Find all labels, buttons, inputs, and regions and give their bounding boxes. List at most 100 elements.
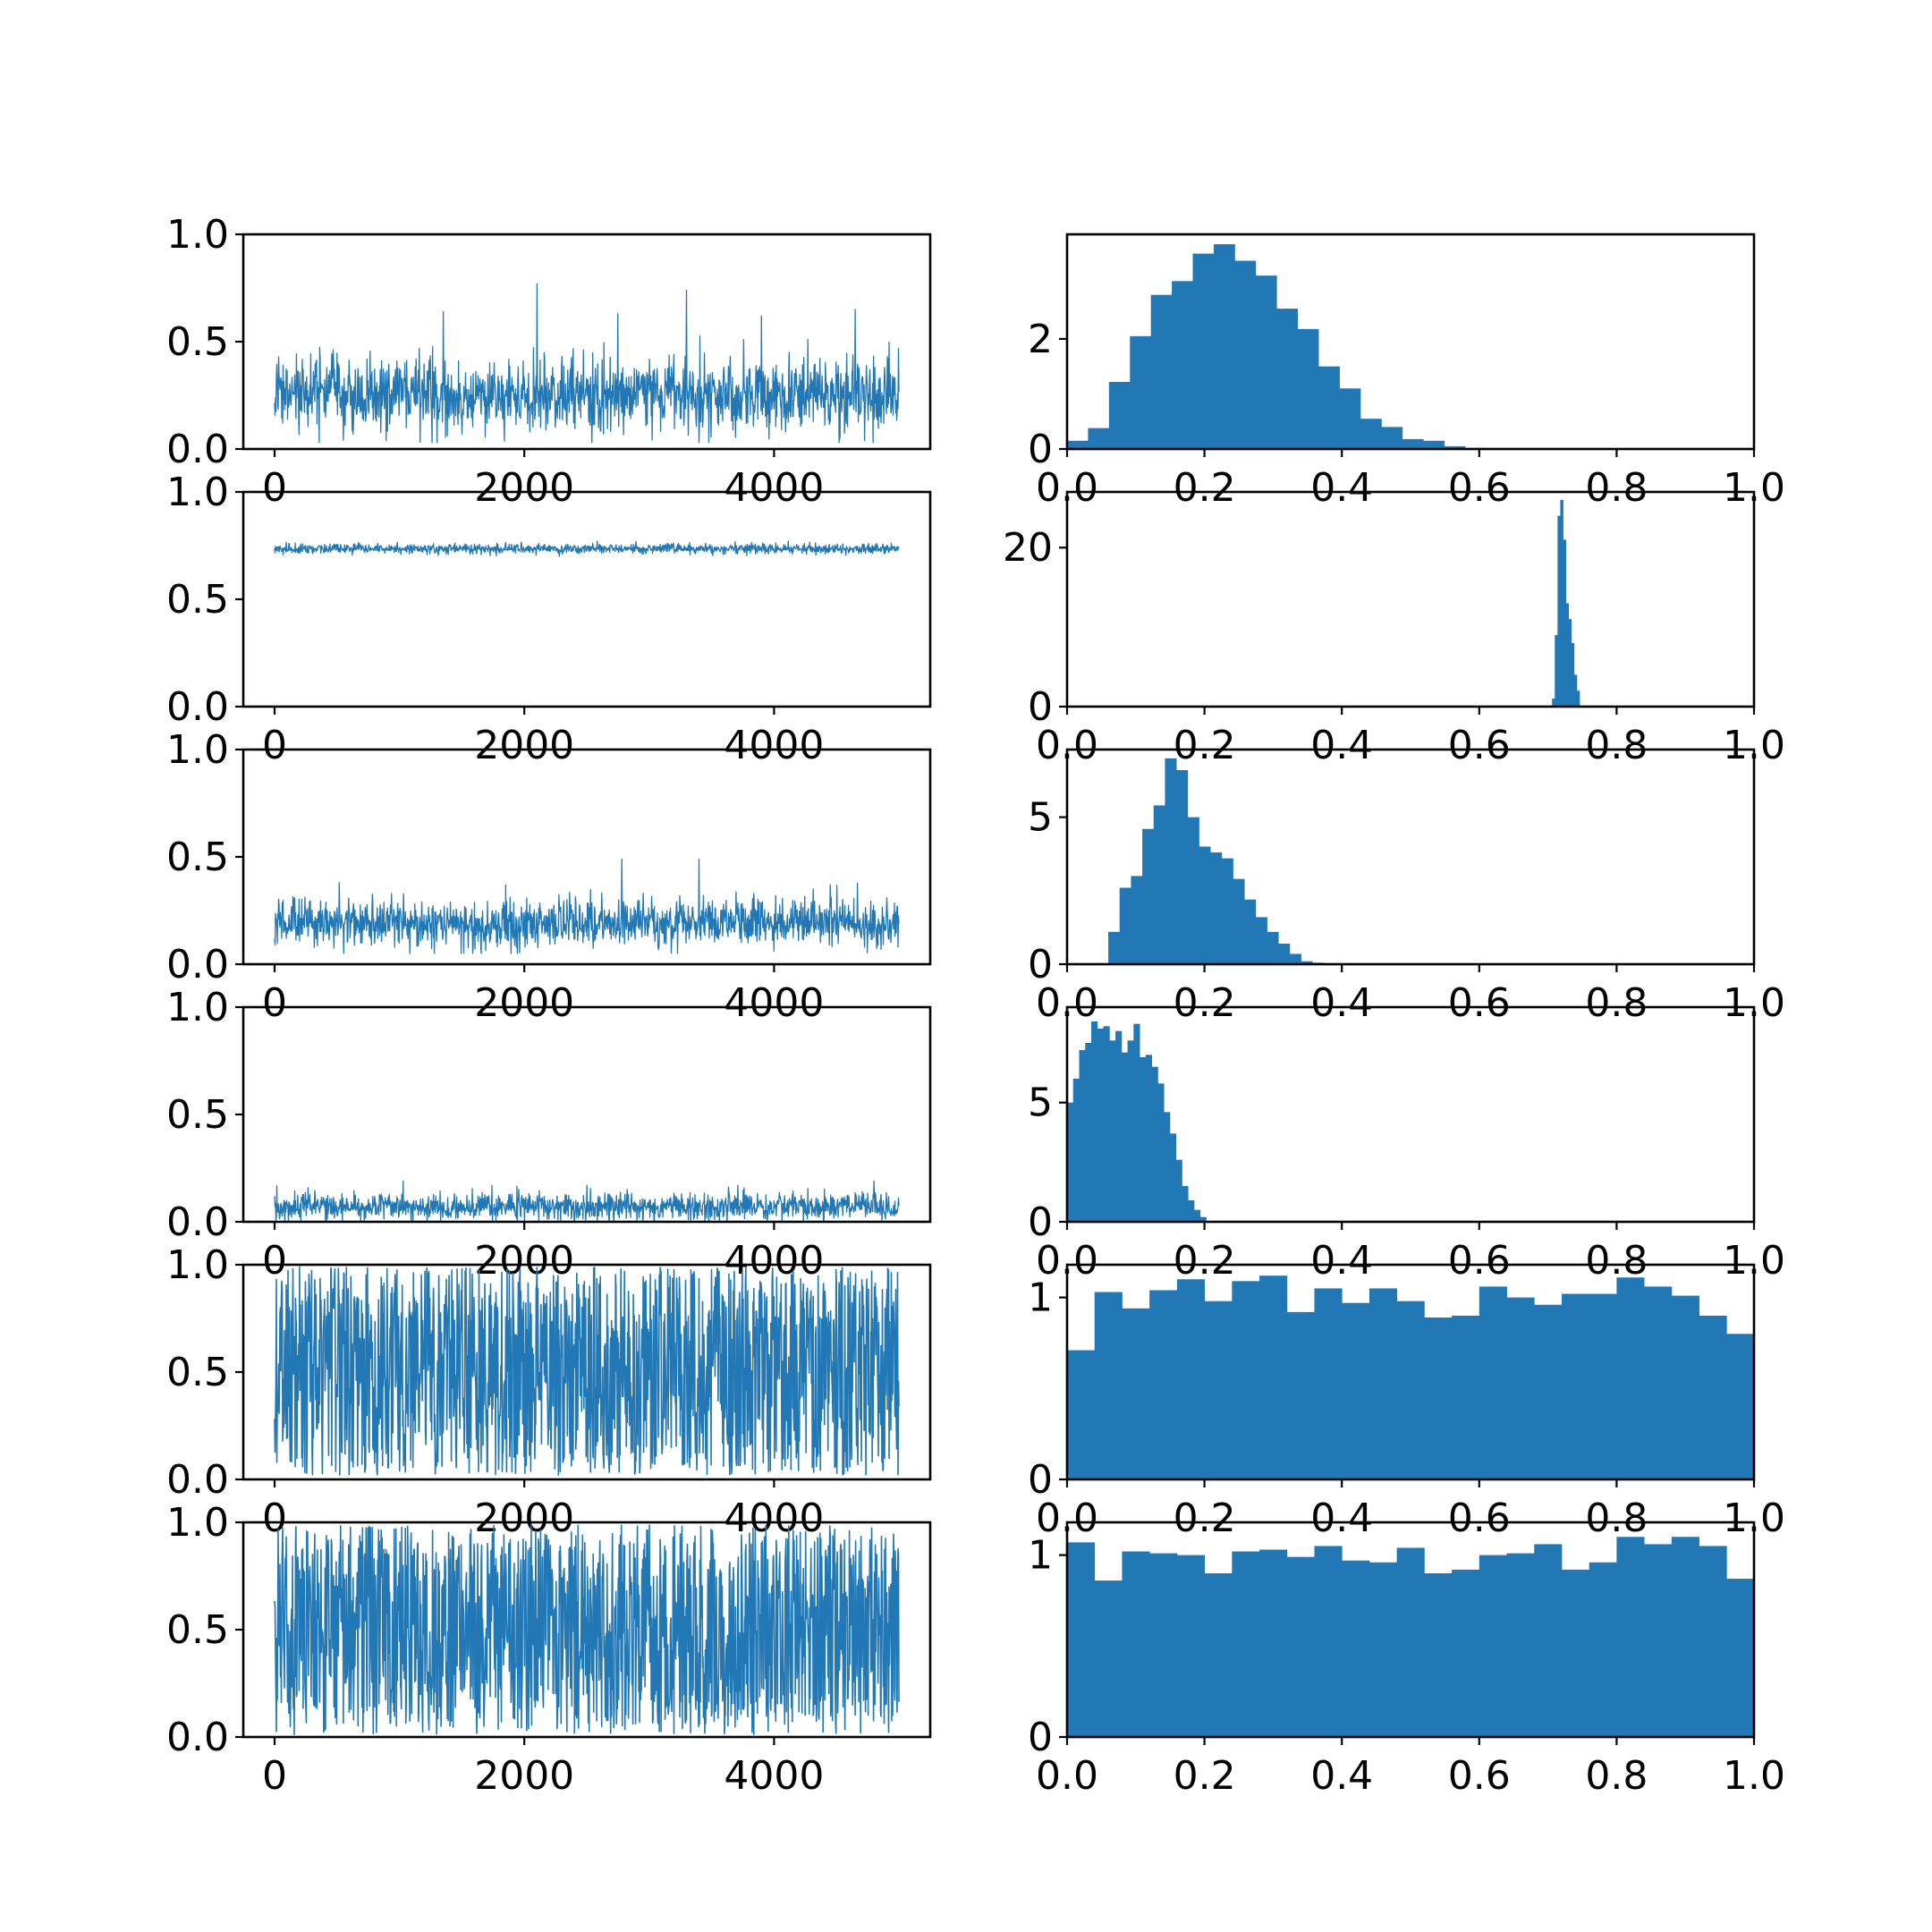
histogram-panel-6: 0 1 0.0 0.2 0.4 0.6 0.8 1.0 (1028, 1521, 1785, 1799)
histogram-bar (1122, 1551, 1150, 1737)
x-tick-label: 4000 (724, 1496, 824, 1541)
histogram-bar (1452, 1315, 1480, 1479)
histogram-bar (1067, 440, 1089, 449)
y-tick-label: 0.5 (166, 835, 229, 880)
x-tick-label: 0 (262, 1753, 287, 1799)
x-tick-label: 2000 (474, 1496, 574, 1541)
histogram-bar (1131, 876, 1143, 964)
histogram-bar (1368, 1288, 1398, 1479)
axes-frame (1065, 1263, 1756, 1481)
axes-frame (1065, 1521, 1756, 1739)
histogram-bar (1342, 1302, 1370, 1479)
histogram-bar (1671, 1537, 1699, 1737)
histogram-bar (1571, 642, 1575, 707)
histogram-bar (1342, 1560, 1370, 1737)
histogram-bar (1199, 846, 1211, 964)
x-tick-label: 0.6 (1448, 1238, 1511, 1284)
histogram-bar (1276, 309, 1299, 449)
histogram-bar (1297, 328, 1319, 449)
x-tick-label: 0.2 (1174, 1496, 1236, 1541)
x-tick-label: 0.4 (1310, 723, 1373, 768)
x-tick-label: 0.4 (1310, 1496, 1373, 1541)
x-tick-label: 0.8 (1585, 1238, 1648, 1284)
histogram-bar (1423, 440, 1445, 449)
histogram-bar (1565, 603, 1570, 707)
histogram-bar (1424, 1572, 1453, 1737)
histogram-bar (1176, 1555, 1205, 1737)
histogram-bar (1176, 1279, 1205, 1479)
histogram-bar (1145, 1055, 1153, 1222)
histogram-bar (1255, 917, 1267, 964)
histogram-bar (1153, 805, 1165, 964)
histogram-bar (1699, 1546, 1727, 1737)
histogram-bar (1204, 1572, 1233, 1737)
histogram-bar (1165, 758, 1177, 964)
histogram-bar (1115, 1030, 1123, 1222)
x-tick-label: 0 (262, 465, 287, 511)
histogram-bar (1576, 691, 1580, 707)
y-tick-label: 0.5 (166, 1350, 229, 1395)
y-tick-label: 0.5 (166, 1607, 229, 1653)
axes-frame (242, 233, 932, 451)
y-tick-label: 0.5 (166, 1092, 229, 1138)
histogram-bar (1318, 366, 1340, 449)
histogram-bar (1286, 1556, 1315, 1737)
histogram-bar (1452, 1569, 1480, 1737)
x-tick-label: 1.0 (1723, 1753, 1785, 1799)
axes-frame (1065, 748, 1756, 966)
x-tick-label: 0 (262, 723, 287, 768)
x-tick-label: 0.8 (1585, 723, 1648, 768)
histogram-bar (1210, 852, 1223, 964)
histogram-bar (1616, 1537, 1645, 1737)
x-tick-label: 0.2 (1174, 465, 1236, 511)
y-tick-label: 2 (1028, 317, 1053, 362)
trace-line (274, 1266, 900, 1476)
histogram-bar (1067, 1102, 1074, 1222)
x-tick-label: 0.6 (1448, 1496, 1511, 1541)
y-tick-label: 1.0 (166, 212, 229, 258)
histogram-bar (1402, 438, 1424, 449)
histogram-bar (1067, 1350, 1096, 1479)
y-tick-label: 0.0 (166, 427, 229, 472)
x-tick-label: 0.6 (1448, 723, 1511, 768)
x-tick-label: 4000 (724, 1753, 824, 1799)
y-tick-label: 5 (1028, 1080, 1053, 1126)
histogram-bar (1164, 1112, 1171, 1222)
histogram-bar (1289, 953, 1301, 964)
y-tick-label: 0.5 (166, 577, 229, 623)
histogram-panel-5: 010.0 0.2 0.4 0.6 0.8 1.0 (1028, 1263, 1785, 1541)
trace-panel-3: 0.0 0.5 1.0 0 2000 4000 (166, 727, 932, 1026)
axes-frame (1065, 490, 1756, 708)
x-tick-label: 0.4 (1310, 1753, 1373, 1799)
histogram-bar (1568, 619, 1572, 707)
y-tick-label: 20 (1003, 525, 1053, 571)
histogram-bar (1192, 253, 1215, 449)
histogram-bar (1175, 1159, 1182, 1222)
histogram-bar (1381, 427, 1403, 449)
histogram-bar (1616, 1277, 1645, 1479)
x-tick-label: 2000 (474, 980, 574, 1026)
y-tick-label: 0 (1028, 1199, 1053, 1245)
histogram-bar (1108, 381, 1131, 449)
x-tick-label: 0 (262, 1238, 287, 1284)
y-tick-label: 0.0 (166, 684, 229, 730)
histogram-bar (1314, 1546, 1343, 1737)
histogram-bar (1244, 899, 1257, 964)
histogram-bar (1221, 858, 1233, 964)
y-tick-label: 0 (1028, 427, 1053, 472)
histogram-bar (1085, 1043, 1092, 1222)
x-tick-label: 0.8 (1585, 980, 1648, 1026)
y-tick-label: 0 (1028, 1457, 1053, 1503)
histogram-bar (1088, 428, 1110, 449)
y-tick-label: 1.0 (166, 1242, 229, 1288)
histogram-panel-4: 050.0 0.2 0.4 0.6 0.8 1.0 (1028, 1005, 1785, 1284)
histogram-bar (1360, 419, 1382, 449)
y-tick-label: 0.5 (166, 319, 229, 365)
x-tick-label: 0.8 (1585, 1496, 1648, 1541)
x-tick-label: 0.6 (1448, 980, 1511, 1026)
y-tick-label: 1.0 (166, 1500, 229, 1546)
histogram-bar (1424, 1317, 1453, 1479)
histogram-bar (1396, 1547, 1425, 1737)
histogram-bar (1072, 1079, 1080, 1222)
